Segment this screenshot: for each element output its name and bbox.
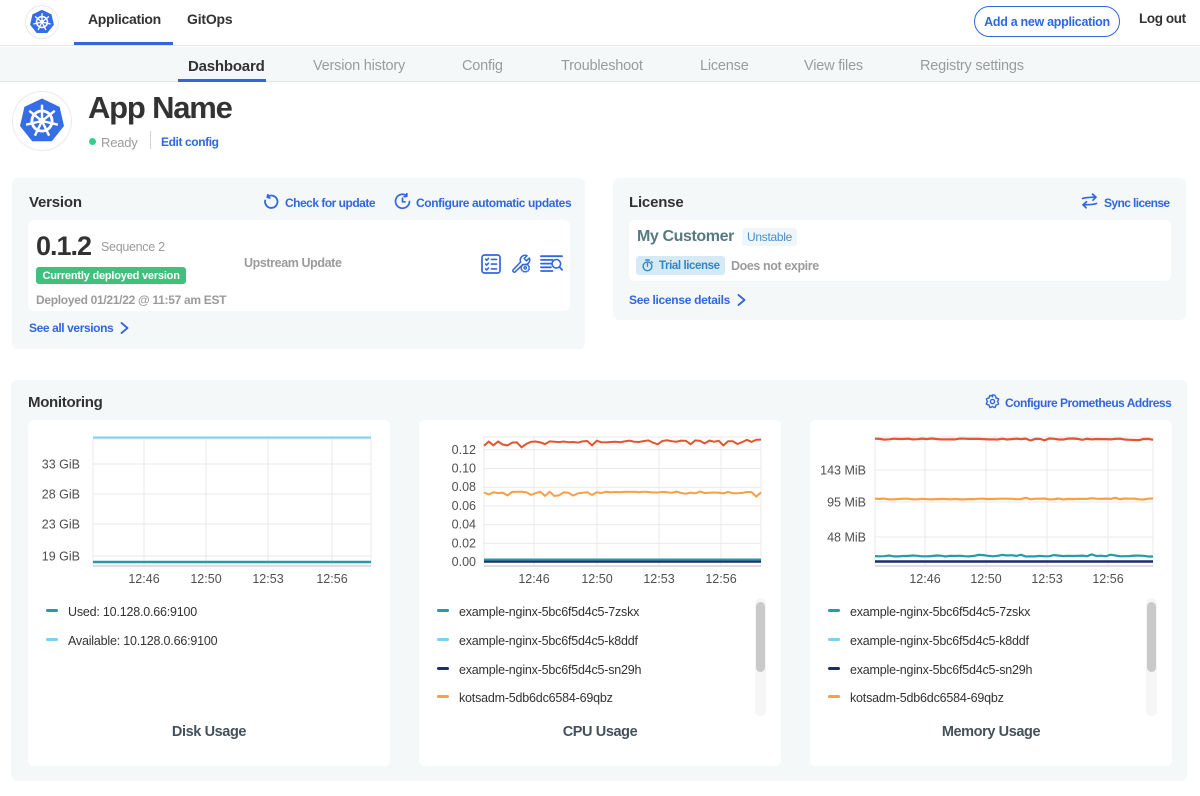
svg-text:0.06: 0.06: [452, 499, 476, 513]
svg-text:0.02: 0.02: [452, 536, 476, 550]
svg-text:19 GiB: 19 GiB: [42, 550, 80, 564]
svg-text:12:46: 12:46: [909, 572, 940, 586]
svg-text:12:53: 12:53: [1031, 572, 1062, 586]
svg-text:95 MiB: 95 MiB: [827, 496, 866, 510]
svg-text:0.10: 0.10: [452, 462, 476, 476]
svg-text:48 MiB: 48 MiB: [827, 531, 866, 545]
svg-text:12:50: 12:50: [581, 572, 612, 586]
svg-text:12:56: 12:56: [705, 572, 736, 586]
svg-text:12:46: 12:46: [518, 572, 549, 586]
svg-text:12:50: 12:50: [190, 572, 221, 586]
svg-text:23 GiB: 23 GiB: [42, 518, 80, 532]
svg-text:0.12: 0.12: [452, 443, 476, 457]
svg-text:12:56: 12:56: [1092, 572, 1123, 586]
svg-text:12:50: 12:50: [970, 572, 1001, 586]
svg-text:0.04: 0.04: [452, 518, 476, 532]
svg-text:12:53: 12:53: [252, 572, 283, 586]
svg-text:12:56: 12:56: [316, 572, 347, 586]
svg-text:12:53: 12:53: [643, 572, 674, 586]
svg-text:12:46: 12:46: [128, 572, 159, 586]
svg-text:0.00: 0.00: [452, 555, 476, 569]
svg-text:28 GiB: 28 GiB: [42, 488, 80, 502]
svg-text:0.08: 0.08: [452, 480, 476, 494]
svg-text:143 MiB: 143 MiB: [820, 464, 866, 478]
svg-text:33 GiB: 33 GiB: [42, 458, 80, 472]
